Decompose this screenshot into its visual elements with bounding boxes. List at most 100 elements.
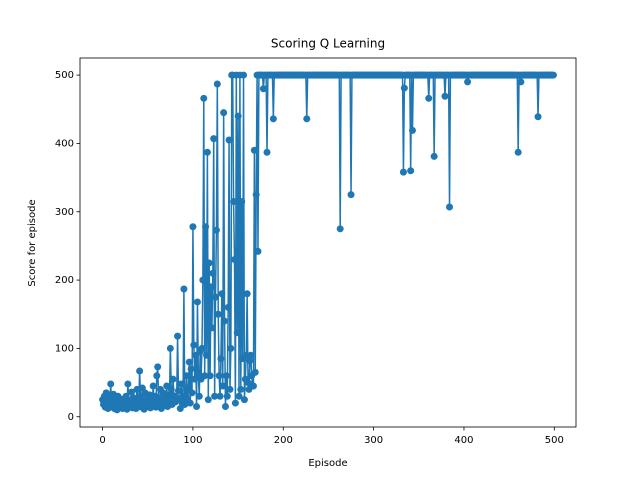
point (221, 403, 229, 410)
point (254, 247, 262, 255)
point (247, 351, 255, 359)
point (408, 126, 416, 134)
point (208, 324, 216, 332)
point (199, 276, 207, 284)
point (234, 112, 242, 120)
point (446, 203, 454, 211)
y-tick-label: 400 (55, 138, 74, 149)
point (107, 380, 115, 388)
point (269, 115, 277, 123)
point (226, 385, 234, 393)
point (250, 146, 258, 154)
point (154, 363, 162, 371)
point (215, 372, 223, 380)
x-tick-label: 400 (454, 435, 473, 446)
point (189, 223, 197, 231)
point (166, 344, 174, 352)
point (249, 382, 257, 390)
point (400, 84, 408, 92)
point (223, 392, 231, 400)
y-tick-label: 0 (68, 412, 74, 423)
point (187, 365, 195, 373)
point (211, 392, 219, 400)
point (534, 113, 542, 121)
point (149, 382, 157, 390)
point (207, 283, 215, 291)
point (183, 372, 191, 380)
point (227, 344, 235, 352)
point (237, 385, 245, 393)
point (425, 94, 433, 102)
point (251, 368, 259, 376)
point (169, 375, 177, 383)
point (235, 392, 243, 400)
point (246, 357, 254, 365)
y-tick-label: 100 (55, 343, 74, 354)
plot-frame (79, 57, 577, 428)
x-tick-label: 0 (99, 435, 105, 446)
point (153, 372, 161, 380)
point (185, 358, 193, 366)
point (167, 385, 175, 393)
point (240, 71, 248, 79)
point (514, 148, 522, 156)
point (222, 372, 230, 380)
point (174, 387, 182, 395)
point (180, 285, 188, 293)
point (549, 71, 557, 79)
point (216, 392, 224, 400)
point (212, 226, 220, 234)
x-tick-label: 200 (274, 435, 293, 446)
point (212, 293, 220, 301)
point (224, 303, 232, 311)
y-tick-label: 200 (55, 275, 74, 286)
point (177, 380, 185, 388)
point (206, 372, 214, 380)
point (221, 317, 229, 325)
point (203, 148, 211, 156)
point (240, 396, 248, 404)
point (214, 310, 222, 318)
point (124, 380, 132, 388)
x-axis-label: Episode (308, 458, 347, 469)
point (220, 109, 228, 117)
point (127, 388, 135, 396)
point (218, 290, 226, 298)
point (336, 225, 344, 233)
point (198, 344, 206, 352)
point (204, 396, 212, 404)
y-tick-label: 500 (55, 70, 74, 81)
point (209, 269, 217, 277)
point (174, 332, 182, 340)
point (133, 385, 141, 393)
point (190, 341, 198, 349)
point (213, 80, 221, 88)
point (176, 405, 184, 413)
y-axis-label: Score for episode (27, 199, 38, 286)
point (231, 399, 239, 407)
point (233, 329, 241, 337)
point (225, 136, 233, 144)
point (230, 198, 238, 205)
point (252, 191, 260, 199)
point (195, 392, 203, 400)
x-tick-label: 500 (545, 435, 564, 446)
point (136, 367, 144, 375)
point (193, 298, 201, 306)
point (202, 351, 210, 359)
point (205, 259, 213, 267)
x-tick-label: 100 (183, 435, 202, 446)
point (263, 148, 271, 156)
point (186, 399, 194, 407)
point (243, 290, 251, 298)
point (430, 152, 438, 160)
y-tick-label: 300 (55, 207, 74, 218)
point (200, 94, 208, 102)
point (202, 223, 210, 231)
point (238, 198, 246, 205)
point (210, 135, 218, 143)
point (230, 256, 238, 264)
x-tick-label: 300 (364, 435, 383, 446)
point (464, 78, 472, 86)
